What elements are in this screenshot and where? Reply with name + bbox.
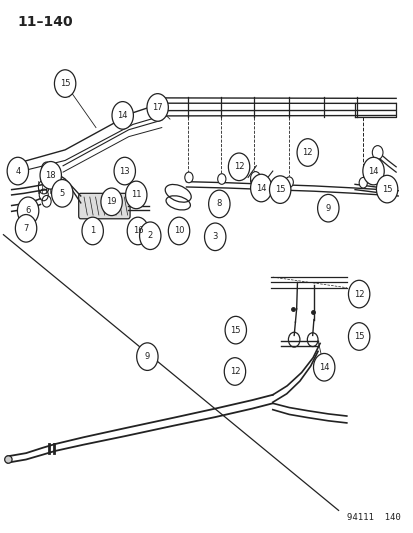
Text: 15: 15 xyxy=(274,185,285,194)
Circle shape xyxy=(114,157,135,185)
Circle shape xyxy=(139,222,161,249)
Text: 16: 16 xyxy=(132,227,143,236)
Text: 2: 2 xyxy=(147,231,152,240)
Text: 6: 6 xyxy=(25,206,31,215)
Text: 14: 14 xyxy=(318,363,329,372)
Circle shape xyxy=(228,153,249,181)
Text: 17: 17 xyxy=(152,103,163,112)
Circle shape xyxy=(208,190,230,217)
Text: 9: 9 xyxy=(145,352,150,361)
Text: 13: 13 xyxy=(119,166,130,175)
Circle shape xyxy=(52,180,73,207)
Text: 12: 12 xyxy=(353,289,363,298)
Circle shape xyxy=(358,177,366,188)
Text: 19: 19 xyxy=(106,197,116,206)
Circle shape xyxy=(17,197,39,224)
Circle shape xyxy=(313,353,334,381)
Text: 15: 15 xyxy=(230,326,240,335)
Circle shape xyxy=(168,217,189,245)
Text: 12: 12 xyxy=(229,367,240,376)
Circle shape xyxy=(136,343,158,370)
Text: 11–140: 11–140 xyxy=(18,14,73,29)
Circle shape xyxy=(82,217,103,245)
Circle shape xyxy=(15,215,37,242)
Text: 3: 3 xyxy=(212,232,217,241)
Circle shape xyxy=(217,174,225,184)
Text: 8: 8 xyxy=(216,199,221,208)
Circle shape xyxy=(297,139,318,166)
Circle shape xyxy=(250,172,260,184)
Circle shape xyxy=(371,146,382,159)
Text: 15: 15 xyxy=(381,184,392,193)
Circle shape xyxy=(54,70,76,98)
Circle shape xyxy=(112,102,133,129)
Circle shape xyxy=(250,175,258,186)
Circle shape xyxy=(204,223,225,251)
Text: 18: 18 xyxy=(45,171,56,180)
Circle shape xyxy=(40,161,61,189)
Ellipse shape xyxy=(5,456,12,463)
Circle shape xyxy=(225,317,246,344)
Text: 5: 5 xyxy=(59,189,65,198)
Circle shape xyxy=(375,175,397,203)
Text: 15: 15 xyxy=(60,79,70,88)
Text: 10: 10 xyxy=(173,227,184,236)
Text: 4: 4 xyxy=(15,166,20,175)
Text: 1: 1 xyxy=(90,227,95,236)
Circle shape xyxy=(147,94,168,121)
Circle shape xyxy=(127,217,148,245)
Circle shape xyxy=(250,174,271,202)
Circle shape xyxy=(125,181,147,209)
Circle shape xyxy=(269,176,290,204)
Circle shape xyxy=(101,188,122,216)
Circle shape xyxy=(7,157,28,185)
Text: 9: 9 xyxy=(325,204,330,213)
FancyBboxPatch shape xyxy=(78,193,130,219)
Text: 12: 12 xyxy=(302,148,312,157)
Circle shape xyxy=(317,195,338,222)
Circle shape xyxy=(184,172,192,183)
Circle shape xyxy=(224,358,245,385)
Text: 94111  140: 94111 140 xyxy=(346,513,399,522)
Text: 7: 7 xyxy=(23,224,28,233)
Text: 11: 11 xyxy=(131,190,141,199)
Text: 12: 12 xyxy=(233,163,244,171)
Circle shape xyxy=(285,177,293,188)
Circle shape xyxy=(348,322,369,350)
Text: 14: 14 xyxy=(368,166,378,175)
Text: 14: 14 xyxy=(255,183,266,192)
Text: 14: 14 xyxy=(117,111,128,120)
Circle shape xyxy=(348,280,369,308)
Circle shape xyxy=(362,157,383,185)
Text: 15: 15 xyxy=(353,332,363,341)
